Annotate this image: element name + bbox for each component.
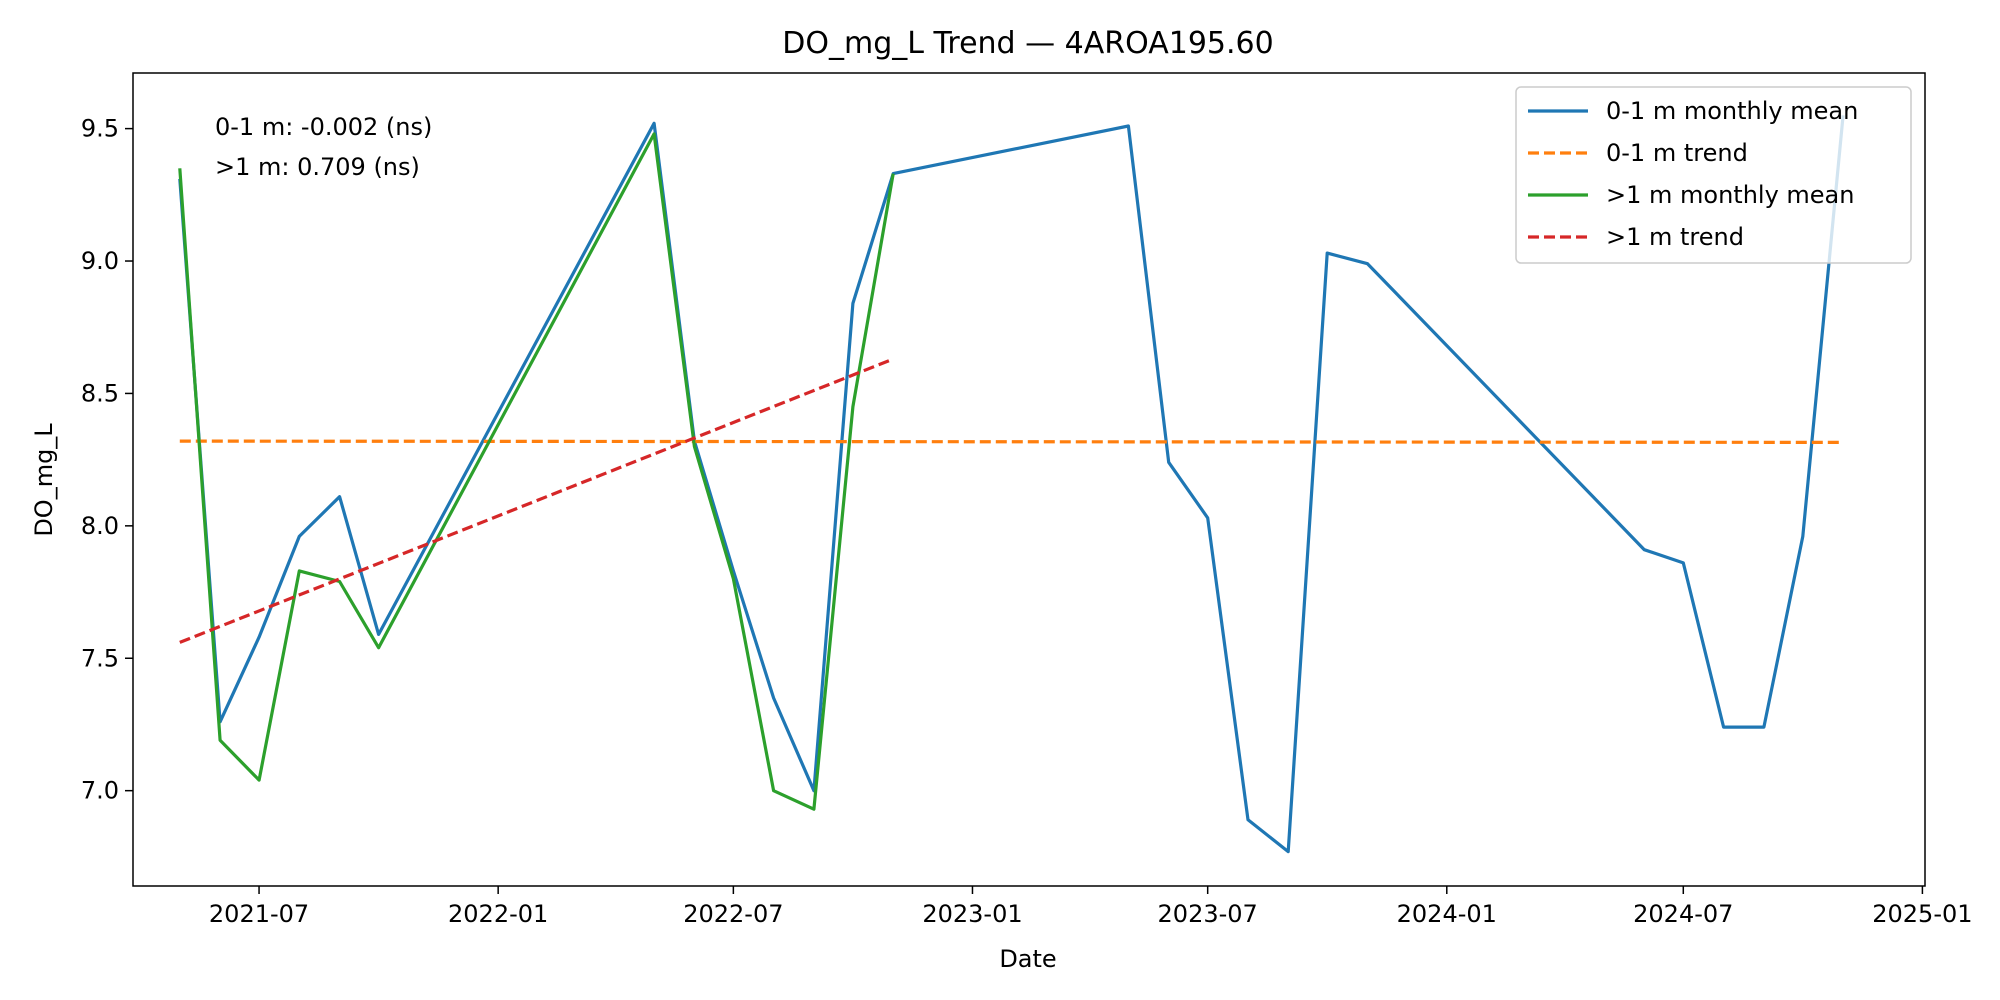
legend-label-0-1-m-monthly-mean: 0-1 m monthly mean [1606,97,1858,125]
x-tick-label: 2022-01 [448,900,548,928]
y-tick-label: 9.5 [81,115,119,143]
legend: 0-1 m monthly mean 0-1 m trend >1 m monthl… [1515,86,1912,264]
x-tick-label: 2024-01 [1397,900,1497,928]
y-axis-ticks: 7.0 7.5 8.0 8.5 9.0 9.5 [81,115,133,805]
plot-frame [132,72,1926,887]
series-line-0-1-m-monthly-mean [178,115,1845,854]
legend-frame [1515,86,1912,264]
series-line-gt1-m-monthly-mean [178,132,895,811]
y-tick-label: 8.0 [81,512,119,540]
x-axis-ticks: 2021-07 2022-01 2022-07 2023-01 2023-07 2024-… [209,886,1973,928]
y-tick-label: 7.5 [81,644,119,672]
x-tick-label: 2023-01 [922,900,1022,928]
x-tick-label: 2024-07 [1633,900,1733,928]
y-tick-label: 8.5 [81,379,119,407]
x-tick-label: 2021-07 [209,900,309,928]
legend-label-gt1-m-monthly-mean: >1 m monthly mean [1606,181,1854,209]
x-axis-title: Date [999,945,1056,973]
chart-title: DO_mg_L Trend — 4AROA195.60 [782,26,1273,61]
series-lines [178,115,1845,854]
y-tick-label: 9.0 [81,247,119,275]
x-tick-label: 2025-01 [1872,900,1972,928]
legend-label-0-1-m-trend: 0-1 m trend [1606,139,1748,167]
x-tick-label: 2022-07 [683,900,783,928]
y-tick-label: 7.0 [81,777,119,805]
annotation-shallow: 0-1 m: -0.002 (ns) [215,113,432,141]
series-line-0-1-m-trend [179,439,1844,444]
annotation-deep: >1 m: 0.709 (ns) [215,153,420,181]
y-axis-title: DO_mg_L [30,423,58,537]
legend-label-gt1-m-trend: >1 m trend [1606,223,1744,251]
x-tick-label: 2023-07 [1158,900,1258,928]
